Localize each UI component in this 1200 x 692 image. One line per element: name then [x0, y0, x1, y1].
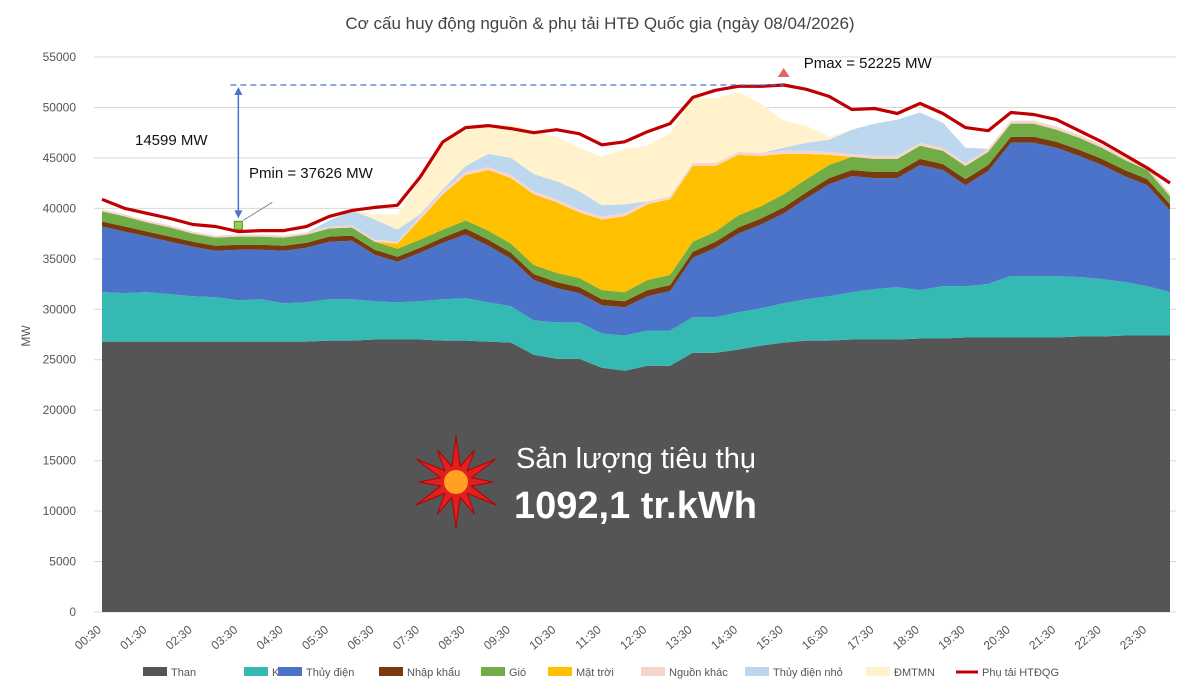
y-tick-label: 55000 [43, 50, 77, 64]
pmin-marker [233, 220, 243, 230]
x-tick-label: 04:30 [254, 622, 286, 652]
y-axis-label: MW [19, 325, 33, 347]
x-tick-label: 05:30 [299, 622, 331, 652]
x-tick-label: 08:30 [435, 622, 467, 652]
x-tick-label: 18:30 [890, 622, 922, 652]
pmax-label: Pmax = 52225 MW [804, 55, 933, 72]
y-tick-label: 0 [69, 605, 76, 619]
x-tick-label: 01:30 [117, 622, 149, 652]
legend-label-Thủy điện nhỏ: Thủy điện nhỏ [773, 667, 843, 679]
x-tick-label: 13:30 [663, 622, 695, 652]
annotations: Pmin = 37626 MW 14599 MW Pmax = 52225 MW Sả… [135, 55, 933, 529]
range-arrow-head-bottom [234, 210, 243, 219]
y-tick-label: 20000 [43, 403, 77, 417]
area-series-ĐMTMN [102, 92, 1170, 236]
x-tick-label: 07:30 [390, 622, 422, 652]
y-tick-label: 40000 [43, 201, 77, 215]
x-tick-label: 21:30 [1026, 622, 1058, 652]
legend-swatch-Thủy điện nhỏ [745, 667, 769, 676]
y-tick-label: 25000 [43, 353, 77, 367]
x-tick-label: 09:30 [481, 622, 513, 652]
area-series-Gió [102, 123, 1170, 302]
legend-label-Than: Than [171, 667, 196, 679]
load-line [101, 83, 1171, 234]
y-tick-label: 50000 [43, 100, 77, 114]
x-tick-label: 10:30 [526, 622, 558, 652]
legend-swatch-Nhập khẩu [379, 667, 403, 676]
legend-swatch-Khí [244, 667, 268, 676]
y-tick-label: 5000 [49, 555, 76, 569]
x-tick-label: 20:30 [981, 622, 1013, 652]
legend-swatch-Nguồn khác [641, 667, 665, 676]
area-series-Thủy điện [102, 142, 1170, 336]
consumption-caption: Sản lượng tiêu thụ [516, 443, 756, 475]
area-series-Thủy điện nhỏ [102, 112, 1170, 242]
stacked-areas [102, 92, 1170, 612]
x-tick-label: 02:30 [163, 622, 195, 652]
area-series-Than [102, 335, 1170, 612]
x-tick-labels: 00:30 01:30 02:30 03:30 04:30 05:30 06:30 07:30… [72, 622, 1150, 652]
y-tick-label: 15000 [43, 454, 77, 468]
legend-label-Gió: Gió [509, 667, 526, 679]
legend-swatch-Than [143, 667, 167, 676]
legend-swatch-Gió [481, 667, 505, 676]
y-tick-label: 45000 [43, 151, 77, 165]
legend-swatch-Thủy điện [278, 667, 302, 676]
legend-swatch-ĐMTMN [866, 667, 890, 676]
load-line-group [101, 83, 1171, 234]
pmax-marker [777, 68, 790, 78]
x-tick-label: 22:30 [1072, 622, 1104, 652]
area-series-Mặt trời [102, 123, 1170, 293]
x-tick-label: 14:30 [708, 622, 740, 652]
range-diff-label: 14599 MW [135, 132, 208, 149]
legend-swatch-Mặt trời [548, 667, 572, 676]
legend-label-ĐMTMN: ĐMTMN [894, 667, 935, 679]
x-tick-label: 12:30 [617, 622, 649, 652]
y-tick-labels: 0 5000 10000 15000 20000 25000 30000 35000 40000… [43, 50, 77, 619]
range-arrow-head-top [234, 87, 243, 96]
x-tick-label: 11:30 [573, 622, 605, 652]
x-tick-label: 03:30 [208, 622, 240, 652]
x-tick-label: 06:30 [345, 622, 377, 652]
consumption-value: 1092,1 tr.kWh [514, 485, 757, 527]
legend-label-Nguồn khác: Nguồn khác [669, 667, 728, 679]
y-tick-label: 35000 [43, 252, 77, 266]
legend-label-Mặt trời: Mặt trời [576, 667, 614, 679]
pmin-leader-line [243, 201, 273, 221]
x-tick-label: 15:30 [754, 622, 786, 652]
y-tick-label: 30000 [43, 302, 77, 316]
x-tick-label: 23:30 [1117, 622, 1149, 652]
x-tick-label: 17:30 [845, 622, 877, 652]
y-tick-label: 10000 [43, 504, 77, 518]
legend-label-Phụ tải HTĐQG: Phụ tải HTĐQG [982, 667, 1059, 679]
starburst-core-icon [444, 470, 468, 494]
area-series-Khí [102, 276, 1170, 371]
x-tick-label: 16:30 [799, 622, 831, 652]
legend-label-Nhập khẩu: Nhập khẩu [407, 667, 460, 679]
pmin-label: Pmin = 37626 MW [249, 165, 374, 182]
chart-title: Cơ cấu huy động nguồn & phụ tải HTĐ Quốc… [345, 14, 854, 33]
x-tick-label: 19:30 [935, 622, 967, 652]
legend-label-Thủy điện: Thủy điện [306, 667, 354, 679]
x-tick-label: 00:30 [72, 622, 104, 652]
